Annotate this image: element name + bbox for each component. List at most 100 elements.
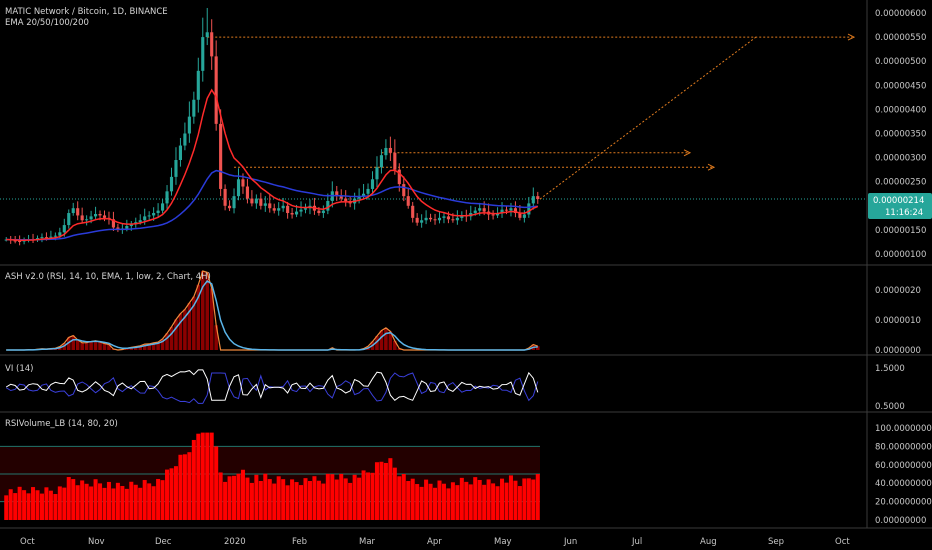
candle-body[interactable] — [259, 198, 263, 206]
candle-body[interactable] — [531, 196, 535, 204]
candle-body[interactable] — [62, 225, 66, 233]
candle-body[interactable] — [518, 213, 522, 218]
candle-body[interactable] — [219, 123, 223, 189]
price-pane[interactable] — [0, 7, 867, 246]
candle-body[interactable] — [156, 210, 160, 214]
candle-body[interactable] — [375, 167, 379, 180]
candle-body[interactable] — [76, 208, 80, 216]
candle-body[interactable] — [80, 215, 84, 221]
candle-body[interactable] — [85, 219, 89, 221]
rsiv-pane[interactable] — [0, 432, 540, 520]
candle-body[interactable] — [272, 208, 276, 211]
candle-body[interactable] — [250, 198, 254, 204]
candle-body[interactable] — [111, 219, 115, 228]
candle-body[interactable] — [102, 215, 107, 218]
candle-body[interactable] — [429, 217, 433, 220]
candle-body[interactable] — [201, 37, 205, 71]
candle-body[interactable] — [504, 209, 509, 211]
candle-body[interactable] — [384, 147, 388, 156]
candle-body[interactable] — [35, 238, 40, 240]
candle-body[interactable] — [44, 237, 48, 239]
candle-body[interactable] — [165, 191, 169, 204]
ema-fast-line[interactable] — [6, 88, 539, 242]
candle-body[interactable] — [522, 214, 526, 218]
candle-body[interactable] — [500, 209, 504, 214]
candle-body[interactable] — [143, 216, 147, 221]
candle-body[interactable] — [335, 191, 339, 197]
candle-body[interactable] — [420, 220, 424, 223]
candle-body[interactable] — [442, 216, 446, 218]
rsiv-legend[interactable]: RSIVolume_LB (14, 80, 20) — [5, 419, 118, 429]
candle-body[interactable] — [527, 203, 531, 215]
candle-body[interactable] — [236, 179, 241, 197]
candle-body[interactable] — [67, 213, 71, 226]
candle-body[interactable] — [491, 214, 495, 216]
candle-body[interactable] — [174, 160, 178, 177]
candle-body[interactable] — [161, 203, 165, 211]
candle-body[interactable] — [339, 196, 343, 199]
candle-body[interactable] — [94, 213, 98, 217]
price-y-axis[interactable]: 0.00000600 0.00000550 0.00000500 0.00000450… — [875, 9, 926, 260]
candle-body[interactable] — [317, 210, 321, 214]
candle-body[interactable] — [455, 217, 459, 221]
time-axis[interactable]: Oct Nov Dec 2020 Feb Mar Apr May Jun Jul Aug Sep Oct — [20, 537, 850, 547]
candle-body[interactable] — [183, 133, 187, 146]
candle-body[interactable] — [214, 56, 218, 124]
vi-pane[interactable] — [5, 369, 539, 404]
candle-body[interactable] — [49, 236, 53, 238]
candle-body[interactable] — [344, 198, 348, 201]
candle-body[interactable] — [53, 235, 57, 237]
candle-body[interactable] — [295, 211, 299, 215]
candle-body[interactable] — [482, 208, 486, 212]
candle-body[interactable] — [18, 240, 22, 242]
candle-body[interactable] — [393, 152, 397, 170]
candle-body[interactable] — [89, 216, 93, 220]
candle-body[interactable] — [210, 32, 214, 57]
candle-body[interactable] — [254, 198, 258, 204]
candle-body[interactable] — [509, 208, 513, 211]
candle-body[interactable] — [321, 210, 325, 214]
candle-body[interactable] — [460, 215, 464, 218]
candle-body[interactable] — [152, 213, 156, 216]
candle-body[interactable] — [433, 219, 437, 221]
candle-body[interactable] — [125, 226, 129, 229]
candle-body[interactable] — [169, 176, 174, 192]
candle-body[interactable] — [379, 155, 383, 168]
candle-body[interactable] — [406, 196, 410, 206]
candle-body[interactable] — [303, 208, 308, 210]
candle-body[interactable] — [402, 184, 406, 197]
candle-body[interactable] — [281, 205, 285, 209]
ash-legend[interactable]: ASH v2.0 (RSI, 14, 10, EMA, 1, low, 2, C… — [5, 272, 211, 282]
candle-body[interactable] — [362, 193, 366, 197]
candle-body[interactable] — [129, 224, 133, 227]
rsiv-y-axis[interactable]: 100.00000000 80.00000000 60.00000000 40.000… — [875, 424, 932, 526]
candle-body[interactable] — [196, 70, 200, 100]
candle-body[interactable] — [58, 232, 62, 236]
candle-body[interactable] — [71, 208, 75, 214]
candle-body[interactable] — [415, 217, 419, 223]
vi-legend[interactable]: VI (14) — [5, 364, 33, 374]
candle-body[interactable] — [13, 240, 17, 242]
candle-body[interactable] — [437, 217, 442, 221]
candle-body[interactable] — [536, 196, 540, 200]
candle-body[interactable] — [98, 213, 102, 216]
candle-body[interactable] — [277, 208, 281, 211]
candle-body[interactable] — [326, 200, 330, 211]
candle-body[interactable] — [397, 169, 401, 185]
candle-body[interactable] — [473, 210, 477, 214]
candle-body[interactable] — [245, 186, 249, 199]
candle-body[interactable] — [366, 188, 370, 194]
candle-body[interactable] — [513, 208, 517, 214]
candle-body[interactable] — [446, 216, 450, 220]
candle-body[interactable] — [147, 215, 151, 217]
candle-body[interactable] — [451, 219, 455, 221]
candle-body[interactable] — [232, 196, 236, 209]
candle-body[interactable] — [178, 145, 182, 161]
candle-body[interactable] — [187, 116, 191, 134]
ash-y-axis[interactable]: 0.0000020 0.0000010 0.0000000 — [875, 286, 921, 356]
candle-body[interactable] — [241, 179, 245, 187]
ema-slow-line[interactable] — [6, 169, 538, 241]
candle-body[interactable] — [138, 220, 142, 223]
candle-body[interactable] — [40, 237, 44, 239]
